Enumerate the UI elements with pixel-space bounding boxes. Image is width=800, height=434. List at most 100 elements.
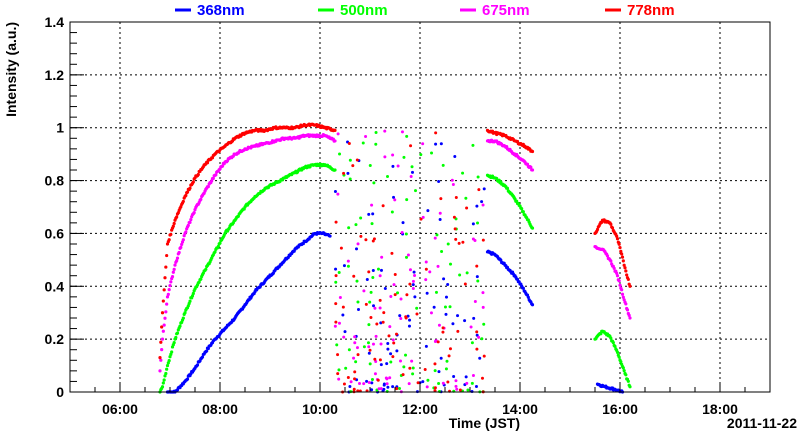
data-point [439, 142, 443, 146]
data-point [333, 168, 337, 172]
data-point [471, 237, 475, 241]
data-point [184, 230, 188, 234]
data-point [335, 343, 339, 347]
data-point [456, 314, 460, 318]
data-point [609, 336, 613, 340]
data-point [415, 306, 419, 310]
data-point [364, 135, 368, 139]
data-point [175, 256, 180, 260]
data-point [622, 369, 626, 373]
data-point [371, 342, 375, 346]
data-point [454, 379, 458, 383]
data-point [159, 358, 163, 362]
data-point [481, 238, 485, 242]
data-point [399, 316, 403, 320]
data-point [456, 329, 460, 333]
data-point [355, 247, 359, 251]
data-point [184, 193, 188, 198]
data-point [610, 226, 615, 230]
data-point [381, 320, 385, 324]
data-point [374, 131, 378, 135]
data-point [342, 171, 346, 175]
data-point [189, 217, 193, 222]
data-point [419, 153, 423, 157]
data-point [373, 306, 377, 310]
data-point [441, 330, 445, 334]
data-point [388, 325, 392, 329]
data-point [444, 312, 448, 316]
data-point [466, 388, 470, 392]
data-point [365, 277, 369, 281]
data-point [162, 288, 166, 292]
data-point [188, 220, 192, 224]
data-point [392, 195, 396, 199]
data-point [185, 377, 190, 381]
data-point [368, 164, 372, 168]
data-point [439, 197, 443, 201]
data-point [165, 367, 169, 371]
data-point [402, 365, 406, 369]
data-point [163, 276, 167, 280]
data-point [163, 316, 167, 320]
data-point [617, 242, 621, 246]
data-point [334, 320, 338, 324]
data-point [369, 290, 373, 294]
data-point [175, 331, 180, 335]
data-point [391, 338, 395, 342]
data-point [463, 282, 467, 286]
data-point [334, 274, 338, 278]
data-point [453, 154, 457, 158]
data-point [426, 378, 430, 382]
data-point [379, 363, 383, 367]
data-point [346, 375, 350, 379]
data-point [410, 359, 414, 363]
data-point [520, 207, 524, 211]
data-point [346, 171, 350, 175]
series-778nm [158, 122, 632, 394]
data-point [170, 350, 174, 354]
data-point [472, 316, 476, 320]
data-point [455, 387, 459, 391]
data-point [396, 164, 400, 168]
data-point [421, 142, 425, 146]
data-point [160, 348, 164, 352]
data-point [352, 356, 356, 360]
data-point [376, 267, 380, 271]
data-point [443, 305, 447, 309]
data-point [337, 377, 341, 381]
data-point [470, 381, 474, 385]
data-point [390, 210, 394, 214]
data-point [433, 369, 437, 373]
data-point [178, 324, 182, 328]
data-point [454, 237, 458, 241]
data-point [366, 341, 370, 345]
data-point [530, 168, 535, 172]
data-point [367, 345, 371, 349]
data-point [373, 357, 377, 361]
data-point [404, 232, 408, 236]
data-point [626, 277, 630, 282]
data-point [370, 388, 374, 392]
data-point [328, 234, 332, 238]
data-point [379, 387, 383, 391]
data-point [408, 318, 412, 322]
data-point [342, 335, 346, 339]
data-point [336, 353, 340, 357]
data-point [451, 322, 455, 326]
data-point [457, 241, 461, 245]
legend-label: 675nm [482, 2, 530, 19]
data-point [413, 295, 417, 299]
data-point [415, 312, 419, 316]
data-point [440, 249, 444, 253]
data-point [382, 311, 386, 315]
data-point [480, 376, 484, 380]
data-point [411, 372, 415, 376]
date-label: 2011-11-22 [727, 415, 797, 431]
data-point [162, 378, 166, 382]
data-point [406, 314, 410, 318]
data-point [370, 222, 374, 226]
data-point [348, 385, 352, 389]
data-point [617, 355, 621, 359]
series-368nm [165, 140, 625, 394]
y-axis-title: Intensity (a.u.) [3, 22, 19, 117]
